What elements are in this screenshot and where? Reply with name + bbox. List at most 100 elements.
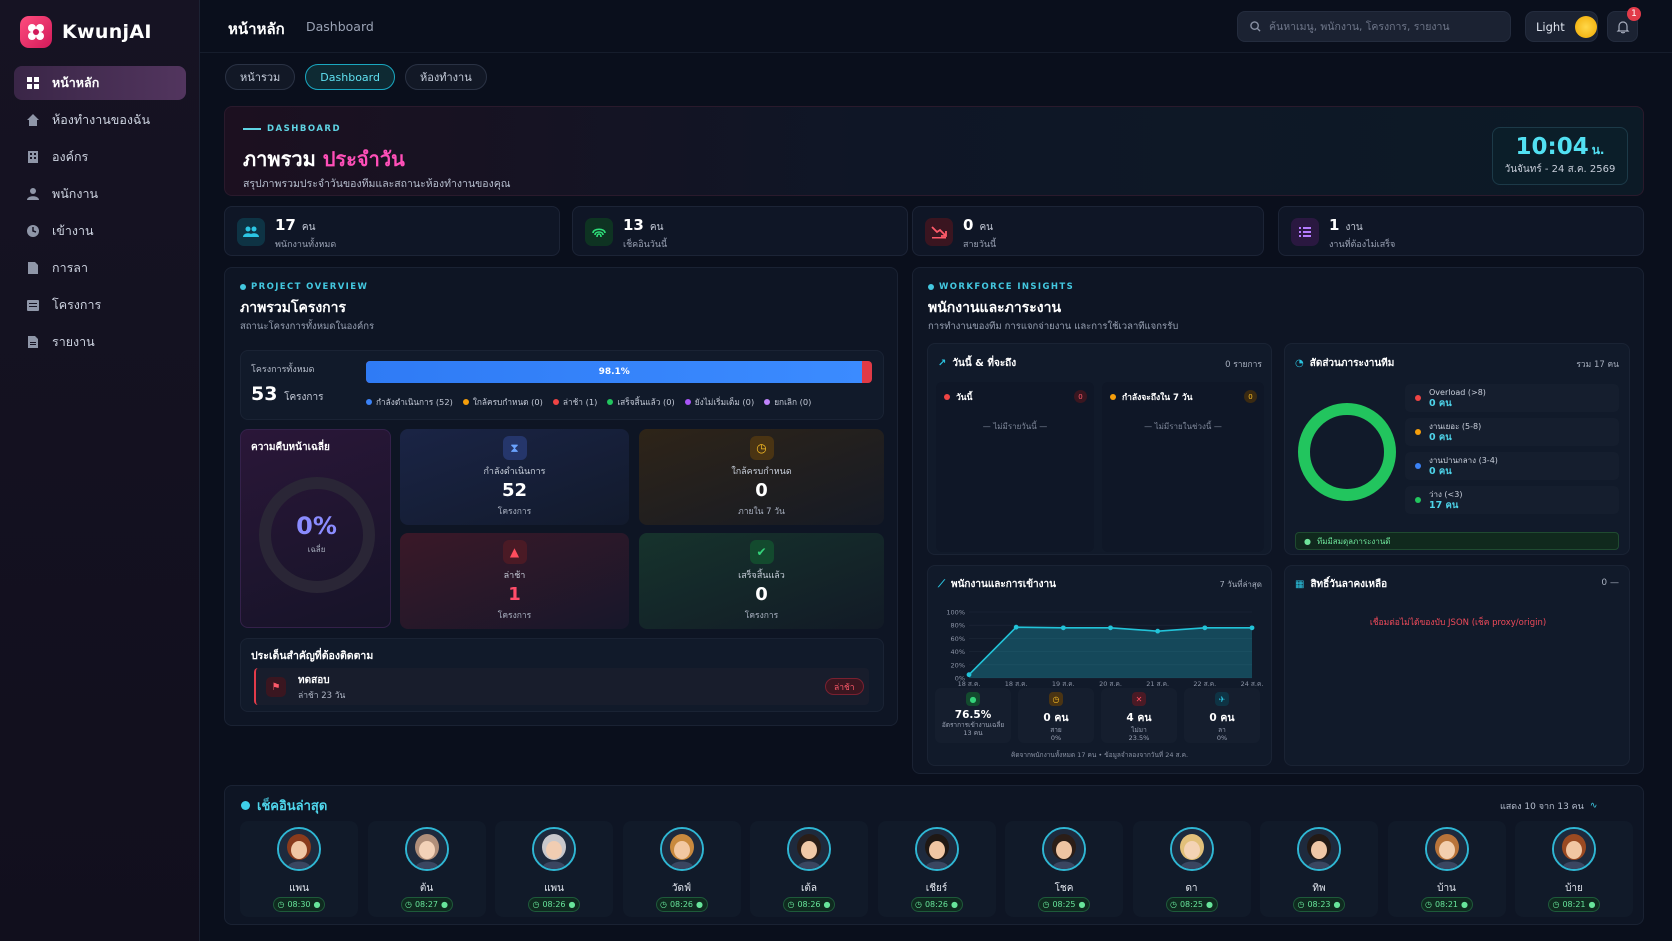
avatar bbox=[277, 827, 321, 871]
section-description: สถานะโครงการทั้งหมดในองค์กร bbox=[240, 321, 375, 332]
sidebar-item-attendance[interactable]: เข้างาน bbox=[14, 214, 186, 248]
sidebar-item-my-workspace[interactable]: ห้องทำงานของฉัน bbox=[14, 103, 186, 137]
kpi-value: 0 คน bbox=[1209, 712, 1235, 724]
avatar bbox=[787, 827, 831, 871]
avatar bbox=[1552, 827, 1596, 871]
issue-row[interactable]: ⚑ ทดสอบ ล่าช้า 23 วัน ล่าช้า bbox=[254, 668, 869, 705]
attendance-title: ⟋ พนักงานและการเข้างาน bbox=[938, 577, 1056, 592]
checkin-card[interactable]: แพน ◷ 08:30 ● bbox=[240, 821, 358, 917]
legend-item: เสร็จสิ้นแล้ว (0) bbox=[607, 395, 675, 409]
sidebar-item-employees[interactable]: พนักงาน bbox=[14, 177, 186, 211]
checkin-card[interactable]: บ้าย ◷ 08:21 ● bbox=[1515, 821, 1633, 917]
attendance-title-text: พนักงานและการเข้างาน bbox=[951, 579, 1057, 590]
check-icon: ● bbox=[1333, 900, 1341, 909]
dashboard-icon bbox=[27, 77, 39, 89]
section-tag-text: WORKFORCE INSIGHTS bbox=[939, 282, 1075, 292]
check-icon: ● bbox=[1078, 900, 1086, 909]
card-sub: ภายใน 7 วัน bbox=[738, 507, 785, 517]
checkin-time: 08:25 bbox=[1052, 900, 1076, 909]
checkin-card[interactable]: ทิพ ◷ 08:23 ● bbox=[1260, 821, 1378, 917]
pie-icon: ◔ bbox=[1295, 358, 1304, 369]
tab-dashboard[interactable]: Dashboard bbox=[305, 64, 395, 90]
sidebar-item-projects[interactable]: โครงการ bbox=[14, 288, 186, 322]
workload-row-value: 0 คน bbox=[1429, 465, 1452, 477]
stat-card-late-today[interactable]: 0 คน สายวันนี้ bbox=[912, 206, 1264, 256]
checkin-time-badge: ◷ 08:27 ● bbox=[400, 897, 453, 912]
avatar bbox=[532, 827, 576, 871]
data-point bbox=[1108, 625, 1113, 631]
theme-toggle[interactable]: Light bbox=[1525, 11, 1598, 42]
due-card: ↗ วันนี้ & ที่จะถึง 0 รายการ วันนี้ 0 — ไ… bbox=[927, 343, 1272, 555]
stat-card-total-employees[interactable]: 17 คน พนักงานทั้งหมด bbox=[224, 206, 560, 256]
checkin-time-badge: ◷ 08:26 ● bbox=[910, 897, 963, 912]
check-icon: ● bbox=[1206, 900, 1214, 909]
search-input[interactable]: ค้นหาเมนู, พนักงาน, โครงการ, รายงาน bbox=[1237, 11, 1511, 42]
leave-title: ▦ สิทธิ์วันลาคงเหลือ bbox=[1295, 577, 1387, 592]
notification-button[interactable]: 1 bbox=[1607, 7, 1641, 42]
trend-icon: ↗ bbox=[938, 358, 947, 369]
legend-label: กำลังดำเนินการ (52) bbox=[376, 397, 453, 407]
logo-icon bbox=[20, 16, 52, 48]
sidebar-item-leave[interactable]: การลา bbox=[14, 251, 186, 285]
stat-card-pending-tasks[interactable]: 1 งาน งานที่ต้องไม่เสร็จ bbox=[1278, 206, 1644, 256]
clock-icon: ◷ bbox=[1297, 900, 1305, 909]
sidebar-item-reports[interactable]: รายงาน bbox=[14, 325, 186, 359]
y-tick-label: 80% bbox=[951, 622, 965, 630]
check-icon: ● bbox=[441, 900, 449, 909]
in-progress-card[interactable]: ⧗ กำลังดำเนินการ 52 โครงการ bbox=[400, 429, 629, 525]
plane-icon: ✈ bbox=[1215, 692, 1229, 706]
checkin-name: แพน bbox=[289, 883, 309, 894]
due-today-text: วันนี้ bbox=[956, 393, 973, 403]
clock-time: 10:04 น. bbox=[1493, 134, 1627, 160]
completed-card[interactable]: ✔ เสร็จสิ้นแล้ว 0 โครงการ bbox=[639, 533, 884, 629]
delayed-card[interactable]: ▲ ล่าช้า 1 โครงการ bbox=[400, 533, 629, 629]
checkin-card[interactable]: บ้าน ◷ 08:21 ● bbox=[1387, 821, 1506, 917]
project-legend: กำลังดำเนินการ (52) ใกล้ครบกำหนด (0) ล่า… bbox=[366, 395, 811, 409]
checkin-time-badge: ◷ 08:30 ● bbox=[273, 897, 325, 912]
workload-row: ว่าง (<3) 17 คน bbox=[1405, 486, 1619, 514]
sidebar-item-home[interactable]: หน้าหลัก bbox=[14, 66, 186, 100]
avg-progress-value: 0% bbox=[296, 512, 337, 540]
hero-title-main: ภาพรวม bbox=[243, 147, 316, 171]
data-point bbox=[966, 672, 972, 678]
workload-total: รวม 17 คน bbox=[1576, 360, 1619, 370]
checkin-card[interactable]: ต้น ◷ 08:27 ● bbox=[367, 821, 486, 917]
checkin-name: ดา bbox=[1185, 883, 1198, 894]
kpi-value: 0 คน bbox=[1043, 712, 1069, 724]
clock-icon: ◷ bbox=[749, 436, 774, 460]
avatar bbox=[914, 827, 959, 871]
leave-error: เชื่อมต่อไม่ได้ของบับ JSON (เช็ค proxy/o… bbox=[1369, 618, 1547, 628]
kpi-label: ลา bbox=[1218, 726, 1226, 734]
stat-unit: คน bbox=[301, 222, 316, 233]
checkin-time-badge: ◷ 08:25 ● bbox=[1165, 897, 1218, 912]
checkin-card[interactable]: ดา ◷ 08:25 ● bbox=[1132, 821, 1251, 917]
clock-icon: ◷ bbox=[1552, 900, 1560, 909]
workload-row: Overload (>8) 0 คน bbox=[1405, 384, 1619, 412]
sidebar-item-organization[interactable]: องค์กร bbox=[14, 140, 186, 174]
card-value: 1 bbox=[508, 584, 521, 605]
tab-workspace[interactable]: ห้องทำงาน bbox=[404, 64, 487, 90]
near-due-card[interactable]: ◷ ใกล้ครบกำหนด 0 ภายใน 7 วัน bbox=[639, 429, 884, 525]
chart-line-icon: ⟋ bbox=[938, 579, 945, 590]
due-today-column: วันนี้ 0 — ไม่มีรายวันนี้ — bbox=[936, 382, 1094, 552]
checkin-card[interactable]: เต้ล ◷ 08:26 ● bbox=[750, 821, 868, 917]
checkin-card[interactable]: วัดฟ์ ◷ 08:26 ● bbox=[622, 821, 741, 917]
section-title: ภาพรวมโครงการ bbox=[240, 300, 347, 316]
checkin-name: ทิพ bbox=[1312, 883, 1326, 894]
issue-detail: ล่าช้า 23 วัน bbox=[298, 691, 346, 701]
check-icon: ● bbox=[1588, 900, 1596, 909]
stat-card-checkin-today[interactable]: 13 คน เช็คอินวันนี้ bbox=[572, 206, 908, 256]
checkin-card[interactable]: เชียร์ ◷ 08:26 ● bbox=[877, 821, 996, 917]
data-point bbox=[1060, 625, 1066, 631]
x-tick-label: 21 ส.ค. bbox=[1146, 680, 1169, 686]
app-logo[interactable]: KwunjAI bbox=[20, 16, 152, 48]
card-label: ล่าช้า bbox=[503, 571, 526, 581]
hero-title: ภาพรวม ประจำวัน bbox=[243, 143, 405, 175]
tab-overview[interactable]: หน้ารวม bbox=[225, 64, 296, 90]
checkin-card[interactable]: แพน ◷ 08:26 ● bbox=[495, 821, 613, 917]
stat-number: 1 bbox=[1329, 216, 1340, 234]
sidebar-nav: หน้าหลัก ห้องทำงานของฉัน องค์กร พนักงาน … bbox=[14, 66, 186, 362]
checkin-card[interactable]: โชค ◷ 08:25 ● bbox=[1005, 821, 1123, 917]
issue-status-badge: ล่าช้า bbox=[825, 678, 864, 695]
checkin-name: แพน bbox=[544, 883, 564, 894]
